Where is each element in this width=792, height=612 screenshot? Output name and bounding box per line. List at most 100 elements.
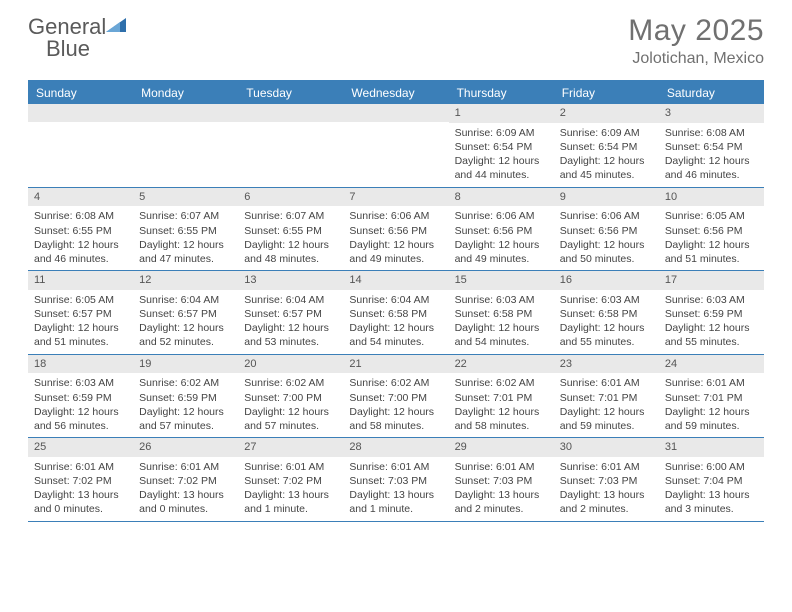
sunrise-text: Sunrise: 6:08 AM [665,126,758,140]
day-number: 3 [659,104,764,123]
sunset-text: Sunset: 6:58 PM [349,307,442,321]
day-cell: 19Sunrise: 6:02 AMSunset: 6:59 PMDayligh… [133,355,238,438]
sunset-text: Sunset: 6:55 PM [139,224,232,238]
daylight-text: Daylight: 12 hours and 52 minutes. [139,321,232,349]
day-cell [28,104,133,187]
week-row: 4Sunrise: 6:08 AMSunset: 6:55 PMDaylight… [28,188,764,272]
day-header-row: SundayMondayTuesdayWednesdayThursdayFrid… [28,82,764,104]
day-cell: 24Sunrise: 6:01 AMSunset: 7:01 PMDayligh… [659,355,764,438]
location: Jolotichan, Mexico [628,50,764,68]
sunrise-text: Sunrise: 6:07 AM [244,209,337,223]
sunset-text: Sunset: 7:02 PM [34,474,127,488]
day-number [133,104,238,122]
logo-text-blue: Blue [46,36,90,62]
daylight-text: Daylight: 13 hours and 1 minute. [349,488,442,516]
day-number: 9 [554,188,659,207]
sunrise-text: Sunrise: 6:03 AM [455,293,548,307]
day-number: 21 [343,355,448,374]
daylight-text: Daylight: 13 hours and 1 minute. [244,488,337,516]
day-cell: 15Sunrise: 6:03 AMSunset: 6:58 PMDayligh… [449,271,554,354]
day-number: 31 [659,438,764,457]
sunset-text: Sunset: 7:02 PM [139,474,232,488]
sunrise-text: Sunrise: 6:07 AM [139,209,232,223]
day-number: 29 [449,438,554,457]
daylight-text: Daylight: 13 hours and 2 minutes. [560,488,653,516]
sunrise-text: Sunrise: 6:04 AM [349,293,442,307]
sunset-text: Sunset: 6:54 PM [560,140,653,154]
day-cell [343,104,448,187]
day-number: 26 [133,438,238,457]
daylight-text: Daylight: 12 hours and 59 minutes. [560,405,653,433]
sunrise-text: Sunrise: 6:06 AM [455,209,548,223]
day-cell: 26Sunrise: 6:01 AMSunset: 7:02 PMDayligh… [133,438,238,521]
daylight-text: Daylight: 12 hours and 54 minutes. [349,321,442,349]
sunset-text: Sunset: 6:55 PM [244,224,337,238]
sunset-text: Sunset: 6:57 PM [244,307,337,321]
calendar: SundayMondayTuesdayWednesdayThursdayFrid… [28,80,764,522]
sunrise-text: Sunrise: 6:01 AM [455,460,548,474]
day-number [28,104,133,122]
sunset-text: Sunset: 7:00 PM [244,391,337,405]
sunset-text: Sunset: 6:59 PM [665,307,758,321]
day-cell: 22Sunrise: 6:02 AMSunset: 7:01 PMDayligh… [449,355,554,438]
sunset-text: Sunset: 6:55 PM [34,224,127,238]
sunrise-text: Sunrise: 6:01 AM [560,376,653,390]
week-row: 25Sunrise: 6:01 AMSunset: 7:02 PMDayligh… [28,438,764,522]
sunrise-text: Sunrise: 6:02 AM [349,376,442,390]
sunrise-text: Sunrise: 6:08 AM [34,209,127,223]
daylight-text: Daylight: 12 hours and 46 minutes. [34,238,127,266]
daylight-text: Daylight: 13 hours and 3 minutes. [665,488,758,516]
day-number: 8 [449,188,554,207]
sunset-text: Sunset: 7:01 PM [455,391,548,405]
day-number: 15 [449,271,554,290]
daylight-text: Daylight: 12 hours and 53 minutes. [244,321,337,349]
day-number: 25 [28,438,133,457]
day-header: Tuesday [238,82,343,104]
daylight-text: Daylight: 13 hours and 0 minutes. [139,488,232,516]
day-cell: 23Sunrise: 6:01 AMSunset: 7:01 PMDayligh… [554,355,659,438]
day-number: 11 [28,271,133,290]
sunrise-text: Sunrise: 6:02 AM [455,376,548,390]
week-row: 18Sunrise: 6:03 AMSunset: 6:59 PMDayligh… [28,355,764,439]
daylight-text: Daylight: 12 hours and 47 minutes. [139,238,232,266]
sunset-text: Sunset: 6:57 PM [34,307,127,321]
sunrise-text: Sunrise: 6:00 AM [665,460,758,474]
daylight-text: Daylight: 12 hours and 44 minutes. [455,154,548,182]
day-cell: 8Sunrise: 6:06 AMSunset: 6:56 PMDaylight… [449,188,554,271]
day-cell: 29Sunrise: 6:01 AMSunset: 7:03 PMDayligh… [449,438,554,521]
day-cell: 28Sunrise: 6:01 AMSunset: 7:03 PMDayligh… [343,438,448,521]
daylight-text: Daylight: 12 hours and 46 minutes. [665,154,758,182]
title-block: May 2025 Jolotichan, Mexico [628,14,764,68]
daylight-text: Daylight: 12 hours and 56 minutes. [34,405,127,433]
day-number: 30 [554,438,659,457]
day-number: 2 [554,104,659,123]
daylight-text: Daylight: 12 hours and 55 minutes. [665,321,758,349]
day-number: 7 [343,188,448,207]
daylight-text: Daylight: 12 hours and 49 minutes. [349,238,442,266]
day-number: 14 [343,271,448,290]
month-title: May 2025 [628,14,764,48]
day-cell [238,104,343,187]
daylight-text: Daylight: 13 hours and 2 minutes. [455,488,548,516]
logo-triangle-icon [106,14,128,40]
sunset-text: Sunset: 7:03 PM [349,474,442,488]
sunrise-text: Sunrise: 6:01 AM [244,460,337,474]
day-header: Wednesday [343,82,448,104]
daylight-text: Daylight: 12 hours and 45 minutes. [560,154,653,182]
day-number: 1 [449,104,554,123]
day-number: 18 [28,355,133,374]
sunrise-text: Sunrise: 6:02 AM [244,376,337,390]
daylight-text: Daylight: 12 hours and 55 minutes. [560,321,653,349]
sunset-text: Sunset: 6:59 PM [139,391,232,405]
sunset-text: Sunset: 6:56 PM [349,224,442,238]
sunrise-text: Sunrise: 6:03 AM [560,293,653,307]
day-cell: 21Sunrise: 6:02 AMSunset: 7:00 PMDayligh… [343,355,448,438]
day-cell: 20Sunrise: 6:02 AMSunset: 7:00 PMDayligh… [238,355,343,438]
daylight-text: Daylight: 12 hours and 51 minutes. [665,238,758,266]
day-cell: 13Sunrise: 6:04 AMSunset: 6:57 PMDayligh… [238,271,343,354]
sunrise-text: Sunrise: 6:05 AM [34,293,127,307]
day-cell: 27Sunrise: 6:01 AMSunset: 7:02 PMDayligh… [238,438,343,521]
sunrise-text: Sunrise: 6:02 AM [139,376,232,390]
sunset-text: Sunset: 6:54 PM [455,140,548,154]
week-row: 11Sunrise: 6:05 AMSunset: 6:57 PMDayligh… [28,271,764,355]
